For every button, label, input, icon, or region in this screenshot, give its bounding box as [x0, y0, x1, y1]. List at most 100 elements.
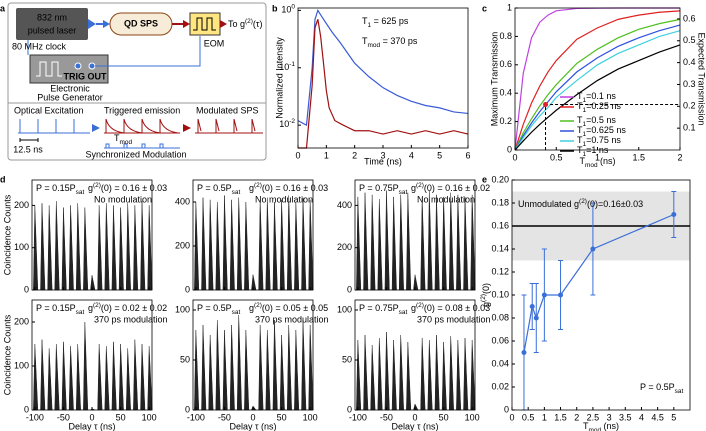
y-tick-label: 200: [337, 242, 352, 252]
text-part: =0.1 ns: [586, 91, 616, 101]
y2-tick-label: 0.2: [683, 101, 696, 111]
peak: [398, 194, 404, 291]
peak: [208, 199, 214, 291]
power-label: P = 0.15Psat: [36, 183, 84, 195]
text-part: sat: [675, 388, 684, 395]
g2-label: g(2)(0) = 0.16 ± 0.03: [88, 182, 167, 194]
peak: [133, 205, 139, 291]
y-tick-label: 100: [281, 3, 295, 15]
text-part: T: [114, 133, 120, 143]
text-part: =0.75 ns: [586, 135, 621, 145]
peak: [201, 197, 207, 291]
legend-entry: Tmod = 370 ps: [362, 36, 418, 48]
peak: [470, 194, 476, 291]
legend-entry: T1=1 ns: [577, 145, 609, 157]
source-label: QD SPS: [124, 18, 158, 28]
peak: [286, 324, 292, 411]
text-part: 1: [583, 97, 587, 104]
text-part: g: [88, 303, 93, 313]
y-tick-label: 100: [175, 304, 190, 314]
x-tick-label: 3: [607, 412, 612, 422]
peak: [391, 339, 397, 411]
x-tick-label: 100: [142, 412, 157, 422]
peak: [265, 329, 271, 411]
arrowhead: [103, 20, 110, 28]
peak: [222, 329, 228, 411]
text-part: T: [577, 135, 583, 145]
x-tick-label: 100: [465, 412, 480, 422]
legend-entry: T1=0.1 ns: [577, 91, 616, 103]
connector: [74, 62, 82, 70]
y-tick-label: 0: [504, 404, 509, 414]
g2-label: g(2)(0) = 0.08 ± 0.03: [411, 302, 490, 314]
power-label: P = 0.5Psat: [197, 303, 240, 315]
peak: [104, 346, 110, 411]
text-part: (0) = 0.02 ± 0.02: [101, 303, 167, 313]
x-tick-label: 2.5: [587, 412, 600, 422]
legend-entry: T1=0.5 ns: [577, 115, 616, 127]
eom-box: [189, 12, 221, 36]
text-part: To g: [228, 19, 245, 29]
y-tick-label: 0.14: [491, 243, 509, 253]
peak: [413, 274, 419, 291]
peak: [125, 348, 131, 411]
trigger-line: [95, 36, 201, 67]
power-label: P = 0.5Psat: [197, 183, 240, 195]
text-part: g: [88, 183, 93, 193]
y2-tick-label: 0.5: [683, 35, 696, 45]
power-label: P = 0.75Psat: [359, 183, 407, 195]
point: [541, 292, 547, 298]
y-tick-label: 0.20: [491, 174, 509, 184]
peak: [294, 201, 300, 291]
peak: [294, 329, 300, 411]
peak: [201, 324, 207, 411]
peak: [258, 199, 264, 291]
peak: [448, 192, 454, 291]
text-part: sat: [232, 309, 241, 316]
text-part: =0.25 ns: [586, 101, 621, 111]
text-part: (0) = 0.08 ± 0.03: [424, 303, 490, 313]
y-tick-label: 0.04: [491, 358, 509, 368]
peak: [384, 331, 390, 411]
x-axis-label: Time (ns): [364, 156, 402, 166]
peak: [61, 207, 67, 291]
peak: [286, 195, 292, 291]
note-label: No modulation: [417, 194, 475, 204]
peak: [61, 341, 67, 411]
legend-entry: T1=0.25 ns: [577, 101, 621, 113]
text-part: (2): [254, 302, 262, 309]
x-tick-label: 100: [303, 412, 318, 422]
y-tick-label: 0.08: [491, 312, 509, 322]
text-part: = 370 ps: [380, 36, 418, 46]
text-part: T: [577, 115, 583, 125]
stage-label: Triggered emission: [104, 105, 180, 115]
peak: [279, 199, 285, 291]
peak: [265, 197, 271, 291]
peak: [236, 314, 242, 411]
y2-tick-label: 0.6: [683, 13, 696, 23]
y-axis-label: Coincidence Counts: [2, 314, 12, 395]
g2-label: g(2)(0) = 0.16 ± 0.03: [249, 182, 328, 194]
text-part: (0) = 0.16 ± 0.03: [101, 183, 167, 193]
text-part: (2): [93, 302, 101, 309]
text-part: g: [249, 303, 254, 313]
y-tick-label: 0: [185, 404, 190, 414]
power-label: P = 0.75Psat: [359, 303, 407, 315]
peak: [118, 343, 124, 411]
period-label: 12.5 ns: [13, 144, 43, 154]
emission-pulses: [104, 118, 180, 134]
peak: [47, 205, 53, 291]
x-tick-label: 4.5: [651, 412, 664, 422]
y-axis-label: Maximum Transmission: [489, 32, 499, 127]
x-tick-label: -100: [26, 412, 44, 422]
note-label: No modulation: [94, 194, 152, 204]
y-tick-label: 0.10: [491, 289, 509, 299]
window-label: Tmod: [114, 133, 132, 145]
arrowhead: [220, 20, 227, 28]
peak: [413, 403, 419, 411]
point: [529, 304, 535, 309]
text-part: sat: [399, 189, 408, 196]
peak: [251, 274, 257, 291]
y-tick-label: 0.02: [491, 381, 509, 391]
x-tick-label: 4: [639, 412, 644, 422]
